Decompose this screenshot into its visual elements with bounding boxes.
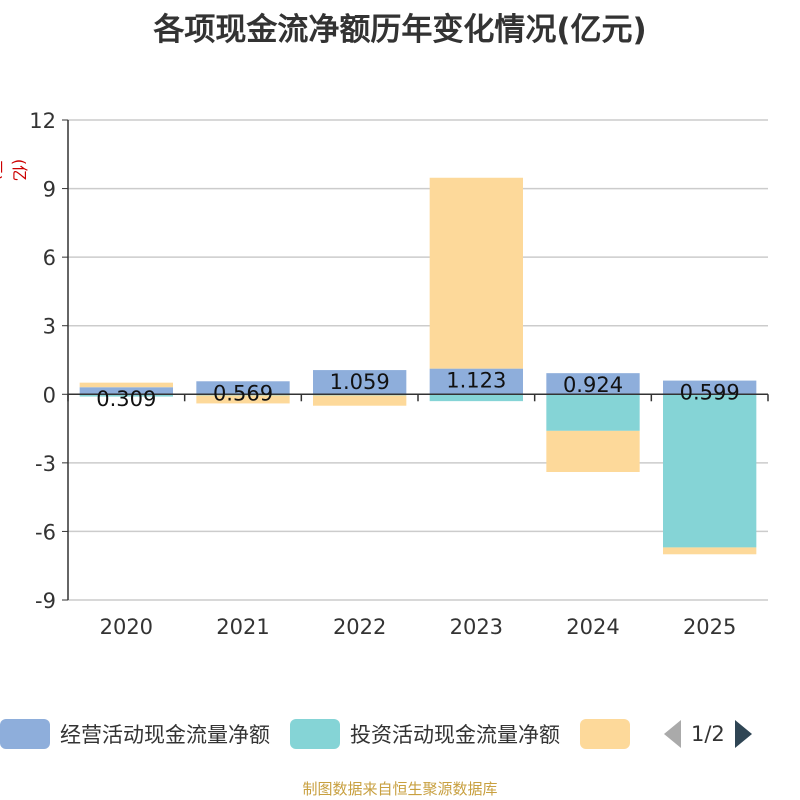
data-label: 0.924 — [563, 373, 623, 397]
prev-page-icon[interactable] — [664, 720, 681, 748]
next-page-icon[interactable] — [734, 720, 752, 748]
legend-label-investing: 投资活动现金流量净额 — [350, 723, 560, 747]
legend-item-investing[interactable]: 投资活动现金流量净额 — [290, 719, 560, 749]
data-label: 1.123 — [446, 369, 506, 393]
bar-series2-2020[interactable] — [79, 382, 173, 388]
bar-series0-2020[interactable] — [79, 387, 173, 395]
grid-lines — [68, 119, 768, 601]
legend-swatch-operating — [0, 719, 50, 749]
bar-series0-2025[interactable] — [663, 380, 757, 395]
y-tick-label: 0 — [43, 383, 56, 407]
bar-series2-2022[interactable] — [313, 395, 407, 406]
y-tick-label: -3 — [35, 452, 56, 476]
legend-pager: 1/2 — [664, 720, 752, 748]
bar-series2-2023[interactable] — [429, 177, 523, 369]
y-tick-label: -6 — [35, 520, 56, 544]
y-tick-label: 12 — [29, 109, 56, 133]
bar-series0-2023[interactable] — [429, 368, 523, 395]
data-label: 0.309 — [96, 387, 156, 411]
x-tick-label: 2021 — [216, 615, 269, 639]
chart-title: 各项现金流净额历年变化情况(亿元) — [153, 12, 647, 48]
legend: 经营活动现金流量净额 投资活动现金流量净额 1/2 — [0, 712, 800, 756]
bar-series1-2020[interactable] — [79, 394, 173, 397]
bar-series2-2024[interactable] — [546, 430, 640, 472]
legend-swatch-financing — [580, 719, 630, 749]
bar-series0-2021[interactable] — [196, 381, 290, 395]
x-tick-label: 2023 — [450, 615, 503, 639]
legend-page-indicator: 1/2 — [691, 722, 725, 746]
bar-series2-2025[interactable] — [663, 547, 757, 555]
bar-series1-2025[interactable] — [663, 394, 757, 548]
y-tick-label: 9 — [43, 178, 56, 202]
y-tick-label: 3 — [43, 315, 56, 339]
legend-swatch-investing — [290, 719, 340, 749]
data-source-note: 制图数据来自恒生聚源数据库 — [302, 780, 498, 798]
x-tick-label: 2024 — [566, 615, 619, 639]
bar-series1-2024[interactable] — [546, 394, 640, 431]
y-tick-label: -9 — [35, 589, 56, 613]
bars — [79, 177, 757, 555]
bar-series0-2022[interactable] — [313, 370, 407, 395]
data-labels: 0.309 0.569 1.059 1.123 0.924 0.599 — [96, 369, 739, 412]
axes: 12 9 6 3 0 -3 -6 -9 2020 2021 2022 2023 2024 2025 — [29, 109, 769, 639]
legend-item-operating[interactable]: 经营活动现金流量净额 — [0, 719, 270, 749]
data-label: 1.059 — [330, 370, 390, 394]
legend-item-financing[interactable] — [580, 719, 640, 749]
bar-series0-2024[interactable] — [546, 373, 640, 395]
y-tick-label: 6 — [43, 246, 56, 270]
x-tick-label: 2022 — [333, 615, 386, 639]
bar-series1-2023[interactable] — [429, 394, 523, 402]
data-label: 0.569 — [213, 381, 273, 405]
legend-label-operating: 经营活动现金流量净额 — [60, 723, 270, 747]
chart-area: 12 9 6 3 0 -3 -6 -9 2020 2021 2022 2023 2024 2025 0.3… — [29, 109, 769, 639]
x-tick-label: 2025 — [683, 615, 736, 639]
bar-series2-2021[interactable] — [196, 395, 290, 404]
x-tick-label: 2020 — [100, 615, 153, 639]
data-label: 0.599 — [680, 381, 740, 405]
